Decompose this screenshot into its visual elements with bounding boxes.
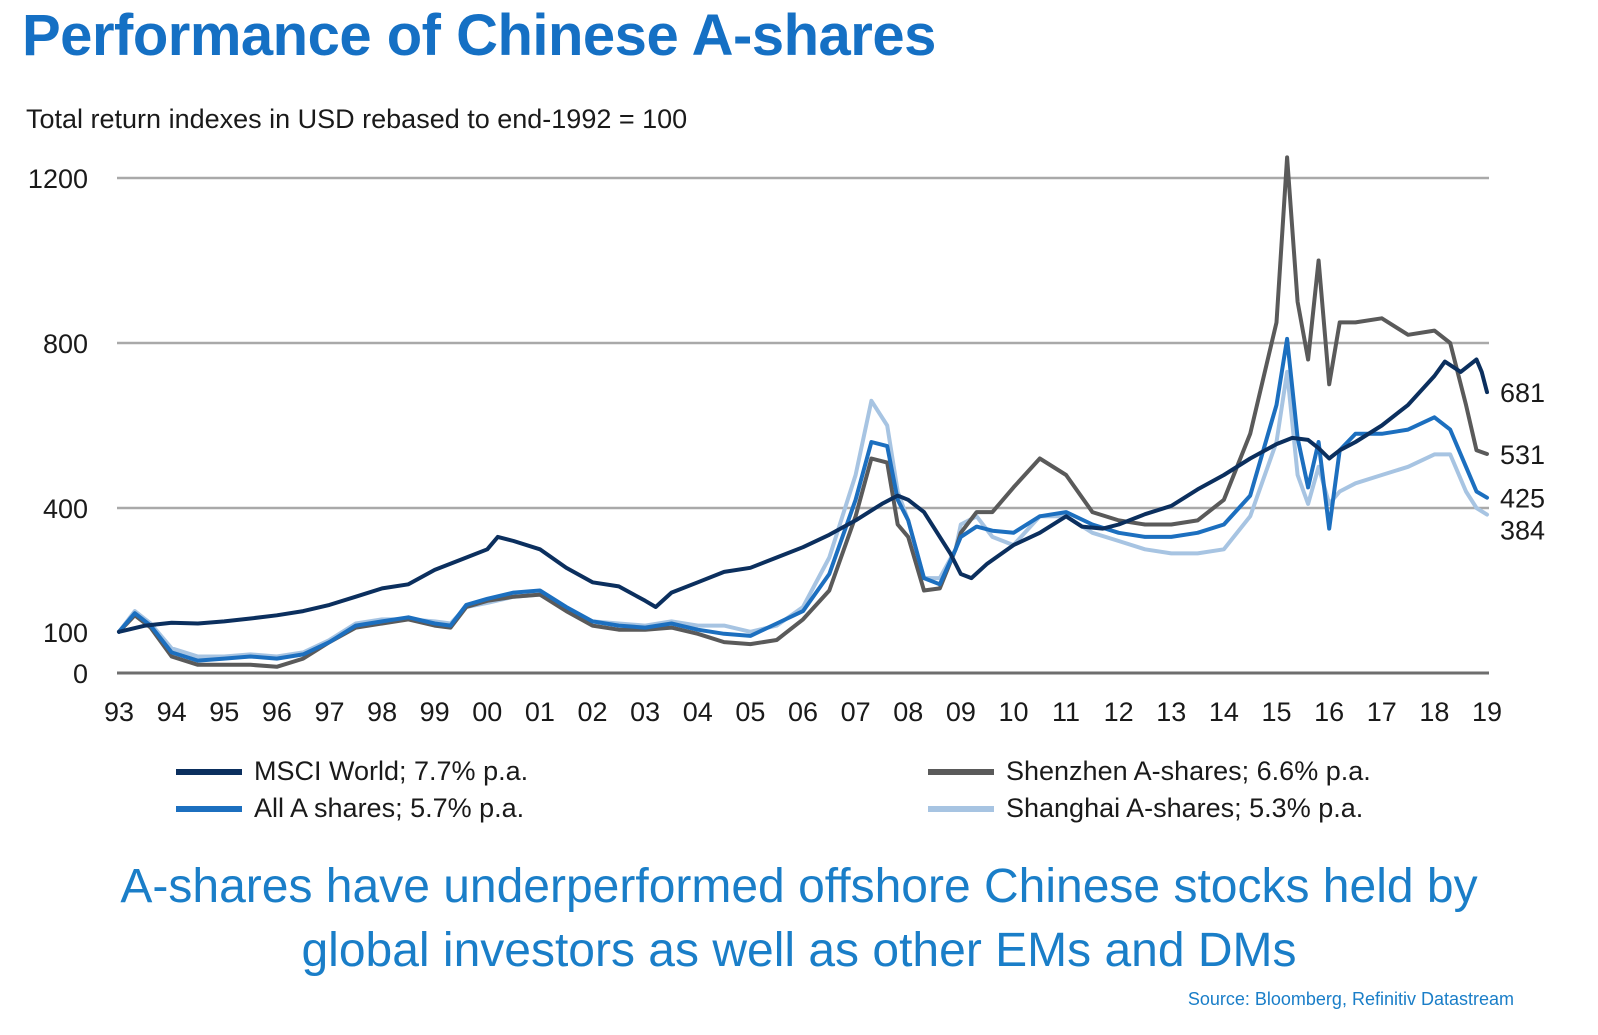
caption-line-1: A-shares have underperformed offshore Ch… bbox=[120, 860, 1478, 913]
series-line-all-a-shares bbox=[117, 336, 1489, 663]
series-line-msci-world bbox=[117, 357, 1489, 634]
legend-label-msci-world: MSCI World; 7.7% p.a. bbox=[254, 756, 529, 786]
x-tick-label-05: 05 bbox=[735, 697, 765, 727]
end-label-shenzhen-a-shares: 531 bbox=[1500, 440, 1545, 470]
legend-item-all-a-shares[interactable]: All A shares; 5.7% p.a. bbox=[176, 793, 524, 824]
x-tick-label-02: 02 bbox=[578, 697, 608, 727]
x-tick-label-95: 95 bbox=[209, 697, 239, 727]
series-lines bbox=[117, 155, 1489, 669]
x-tick-label-04: 04 bbox=[683, 697, 713, 727]
y-tick-label-1200: 1200 bbox=[28, 164, 88, 194]
x-tick-label-16: 16 bbox=[1314, 697, 1344, 727]
series-line-shenzhen-a-shares bbox=[117, 155, 1489, 669]
legend-label-all-a-shares: All A shares; 5.7% p.a. bbox=[254, 793, 525, 823]
end-label-all-a-shares: 425 bbox=[1500, 484, 1545, 514]
y-tick-label-800: 800 bbox=[43, 329, 88, 359]
x-tick-label-01: 01 bbox=[525, 697, 555, 727]
x-tick-label-06: 06 bbox=[788, 697, 818, 727]
end-label-msci-world: 681 bbox=[1500, 378, 1545, 408]
caption: A-shares have underperformed offshore Ch… bbox=[0, 855, 1598, 983]
x-tick-label-00: 00 bbox=[472, 697, 502, 727]
legend-swatch-shenzhen-a-shares bbox=[928, 768, 994, 775]
caption-line-2: global investors as well as other EMs an… bbox=[301, 924, 1297, 977]
x-tick-label-12: 12 bbox=[1104, 697, 1134, 727]
x-tick-label-11: 11 bbox=[1052, 697, 1080, 727]
legend-item-msci-world[interactable]: MSCI World; 7.7% p.a. bbox=[176, 756, 528, 787]
x-tick-label-94: 94 bbox=[157, 697, 187, 727]
x-tick-label-08: 08 bbox=[893, 697, 923, 727]
x-tick-label-18: 18 bbox=[1419, 697, 1449, 727]
legend-swatch-msci-world bbox=[176, 768, 242, 775]
x-tick-label-10: 10 bbox=[998, 697, 1028, 727]
x-tick-label-96: 96 bbox=[262, 697, 292, 727]
legend-item-shenzhen-a-shares[interactable]: Shenzhen A-shares; 6.6% p.a. bbox=[928, 756, 1371, 787]
x-tick-label-15: 15 bbox=[1262, 697, 1292, 727]
x-tick-label-07: 07 bbox=[841, 697, 871, 727]
x-tick-label-19: 19 bbox=[1472, 697, 1502, 727]
x-tick-label-14: 14 bbox=[1209, 697, 1239, 727]
chart-subtitle: Total return indexes in USD rebased to e… bbox=[26, 104, 688, 134]
legend-swatch-shanghai-a-shares bbox=[928, 805, 994, 812]
legend-swatch-all-a-shares bbox=[176, 805, 242, 812]
x-axis-tick-labels: 93 94 95 96 97 98 99 00 01 02 03 04 05 06 07 08 09 10 11 12… bbox=[104, 697, 1502, 727]
x-tick-label-03: 03 bbox=[630, 697, 660, 727]
x-tick-label-17: 17 bbox=[1367, 697, 1397, 727]
legend-label-shanghai-a-shares: Shanghai A-shares; 5.3% p.a. bbox=[1006, 793, 1364, 823]
legend-label-shenzhen-a-shares: Shenzhen A-shares; 6.6% p.a. bbox=[1006, 756, 1371, 786]
x-tick-label-09: 09 bbox=[946, 697, 976, 727]
x-tick-label-13: 13 bbox=[1156, 697, 1186, 727]
y-axis-tick-labels: 0 100 400 800 1200 bbox=[28, 164, 88, 689]
y-tick-label-0: 0 bbox=[73, 659, 88, 689]
series-line-shanghai-a-shares bbox=[117, 369, 1489, 659]
x-tick-label-93: 93 bbox=[104, 697, 134, 727]
line-chart: 0 100 400 800 1200 93 94 95 96 97 98 99 00 01 02 03 04 0… bbox=[28, 155, 1545, 727]
chart-title: Performance of Chinese A-shares bbox=[22, 3, 936, 68]
x-tick-label-97: 97 bbox=[314, 697, 344, 727]
end-label-shanghai-a-shares: 384 bbox=[1500, 516, 1545, 546]
x-tick-label-98: 98 bbox=[367, 697, 397, 727]
y-tick-label-100: 100 bbox=[43, 618, 88, 648]
source-note: Source: Bloomberg, Refinitiv Datastream bbox=[1187, 989, 1514, 1009]
legend-item-shanghai-a-shares[interactable]: Shanghai A-shares; 5.3% p.a. bbox=[928, 793, 1363, 824]
x-tick-label-99: 99 bbox=[420, 697, 450, 727]
gridlines bbox=[117, 176, 1489, 675]
y-tick-label-400: 400 bbox=[43, 494, 88, 524]
